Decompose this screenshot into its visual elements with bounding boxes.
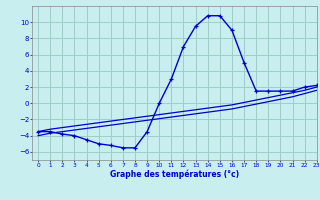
X-axis label: Graphe des températures (°c): Graphe des températures (°c)	[110, 169, 239, 179]
